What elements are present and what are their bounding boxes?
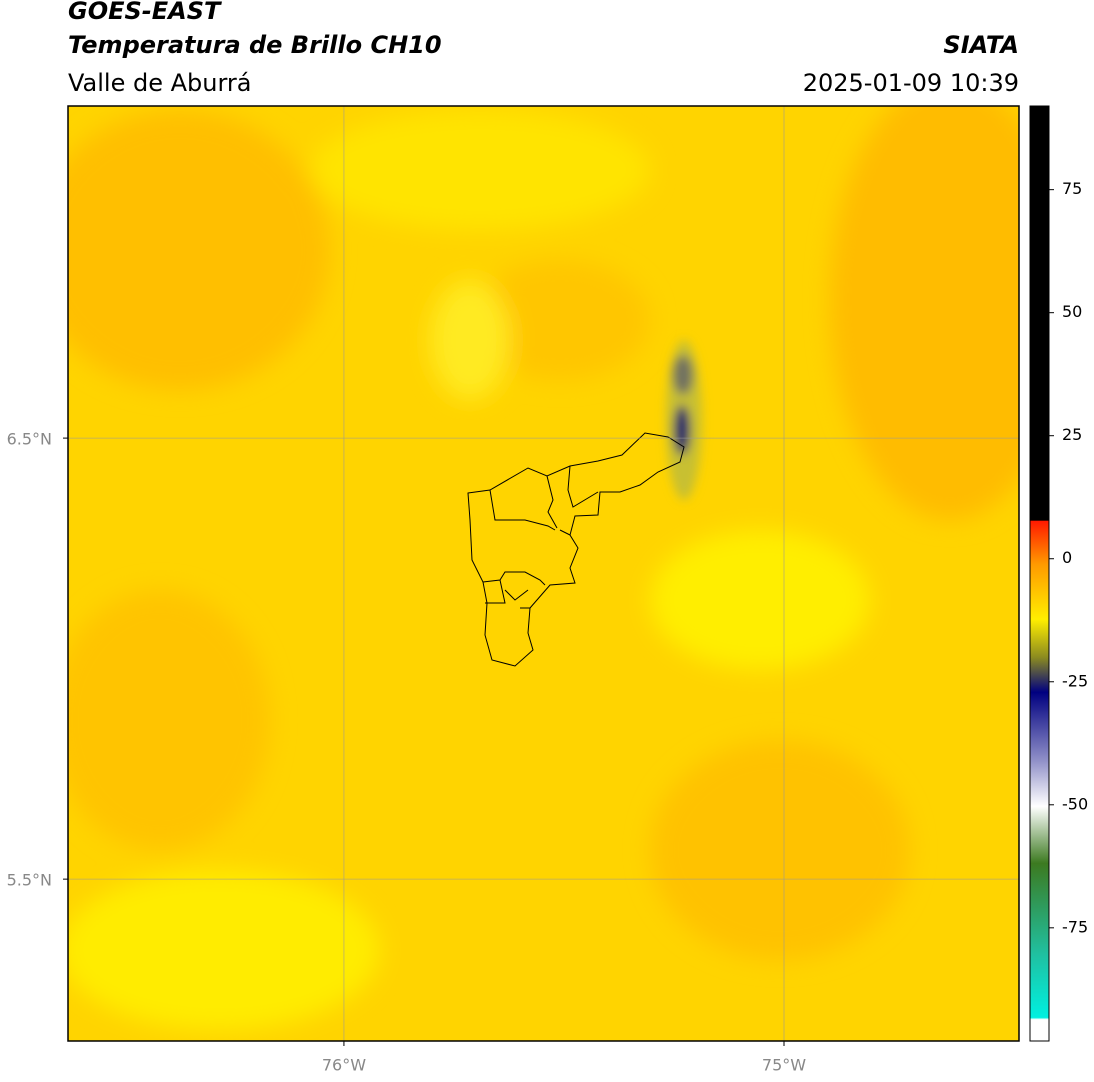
map-grid: 76°W 75°W 5.5°N 6.5°N (7, 106, 1019, 1075)
y-tick-label: 5.5°N (7, 871, 52, 890)
colorbar-tick-label: -25 (1062, 671, 1088, 690)
x-tick-label: 75°W (762, 1056, 806, 1075)
colorbar (1029, 105, 1050, 1042)
source: SIATA (943, 31, 1019, 59)
datetime: 2025-01-09 10:39 (803, 69, 1019, 97)
map-frame (67, 105, 1020, 1042)
municipal-boundaries (467, 432, 685, 667)
x-tick-label: 76°W (322, 1056, 366, 1075)
region: Valle de Aburrá (68, 69, 252, 97)
colorbar-ticks: -75 -50 -25 0 25 50 75 (1049, 179, 1088, 936)
colorbar-tick-label: -75 (1062, 917, 1088, 936)
colorbar-tick-label: 75 (1062, 179, 1082, 198)
colorbar-tick-label: 25 (1062, 425, 1082, 444)
satellite-field (68, 106, 1019, 1041)
y-tick-label: 6.5°N (7, 430, 52, 449)
colorbar-tick-label: 0 (1062, 548, 1072, 567)
colorbar-tick-label: -50 (1062, 794, 1088, 813)
colorbar-tick-label: 50 (1062, 302, 1082, 321)
title: GOES-EAST (68, 0, 222, 25)
subtitle: Temperatura de Brillo CH10 (68, 31, 442, 59)
